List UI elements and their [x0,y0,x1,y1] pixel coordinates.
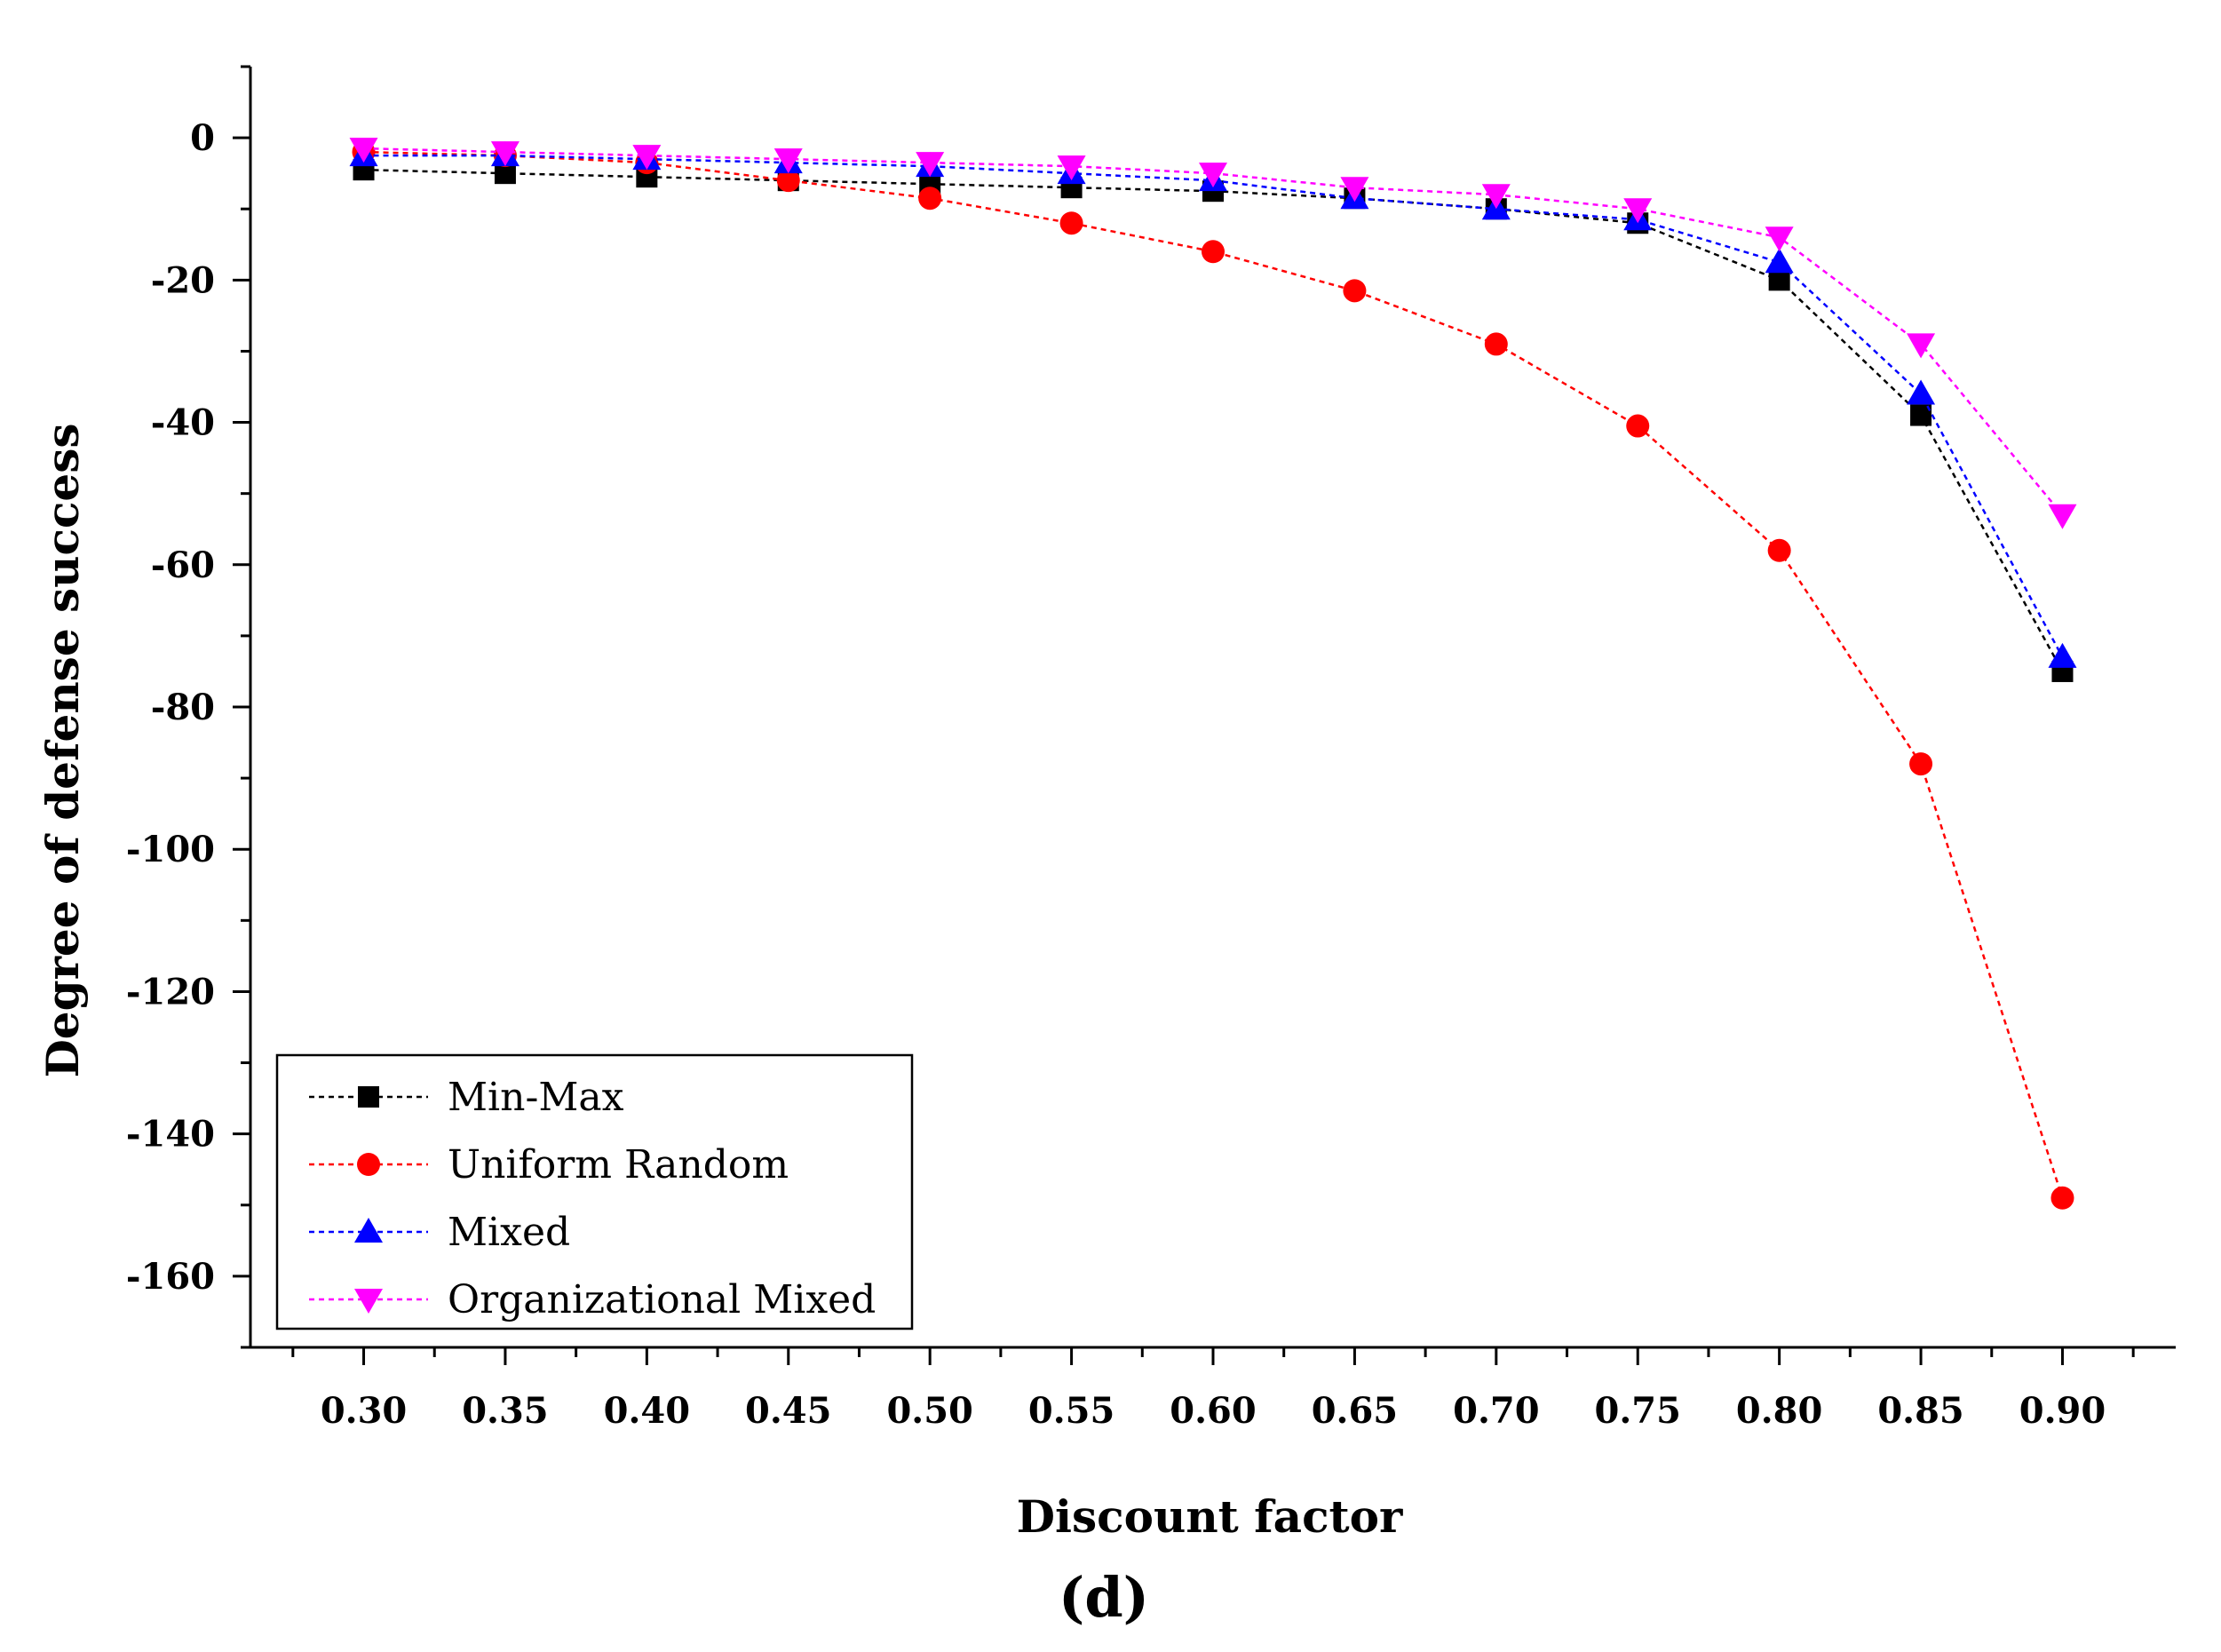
data-point-uniform-random [1484,332,1508,356]
x-tick-label: 0.40 [604,1390,690,1432]
legend-label-mixed: Mixed [448,1210,570,1255]
data-point-organizational-mixed [773,148,803,174]
y-tick-label: -40 [151,402,215,444]
x-tick-label: 0.50 [886,1390,972,1432]
legend-marker-mixed [354,1218,383,1243]
data-point-uniform-random [1059,211,1083,235]
data-point-uniform-random [2050,1186,2074,1210]
series-mixed [349,141,2077,668]
x-tick-label: 0.60 [1170,1390,1256,1432]
data-point-organizational-mixed [1481,184,1511,210]
data-point-organizational-mixed [1907,333,1936,359]
panel-label: (d) [1059,1565,1149,1630]
x-tick-label: 0.75 [1595,1390,1681,1432]
x-tick-label: 0.30 [321,1390,407,1432]
y-tick-label: 0 [190,117,215,159]
legend-marker-uniform-random [357,1153,380,1176]
legend-marker-min-max [358,1086,379,1108]
data-point-uniform-random [1343,279,1367,303]
data-point-organizational-mixed [490,141,520,167]
data-point-organizational-mixed [2048,504,2077,529]
legend: Min-Max Uniform Random Mixed Organizational… [275,1053,914,1330]
y-tick-label: -140 [126,1114,215,1156]
data-point-mixed [2048,642,2077,668]
data-point-uniform-random [1626,414,1650,438]
y-tick-label: -160 [126,1256,215,1298]
y-tick-label: -60 [151,544,215,586]
data-point-uniform-random [1909,752,1933,776]
legend-box [275,1053,914,1330]
data-point-mixed [1907,379,1936,405]
x-tick-label: 0.70 [1453,1390,1539,1432]
series-min-max [353,159,2074,682]
data-point-uniform-random [1767,538,1791,562]
series-line-organizational-mixed [363,147,2064,516]
legend-label-uniform-random: Uniform Random [448,1142,789,1187]
data-point-uniform-random [776,169,800,193]
data-point-organizational-mixed [916,152,945,178]
x-tick-label: 0.45 [745,1390,831,1432]
x-tick-label: 0.85 [1877,1390,1963,1432]
y-tick-label: -80 [151,687,215,728]
x-tick-label: 0.90 [2019,1390,2106,1432]
x-tick-label: 0.35 [462,1390,548,1432]
data-point-mixed [1765,248,1794,274]
y-tick-label: -120 [126,971,215,1013]
data-point-uniform-random [918,187,942,210]
series-layer [349,138,2077,1210]
series-line-mixed [363,154,2064,658]
data-point-organizational-mixed [1623,198,1653,224]
axes: 0 -20 -40 -60 -80 -100 -120 -140 -160 0.30 0.35 0.4… [126,65,2176,1432]
data-point-organizational-mixed [349,138,378,163]
x-tick-label: 0.65 [1312,1390,1398,1432]
y-tick-label: -20 [151,259,215,301]
x-axis-title: Discount factor [1017,1490,1403,1543]
legend-label-organizational-mixed: Organizational Mixed [448,1277,876,1322]
data-point-organizational-mixed [1199,163,1227,188]
x-tick-label: 0.80 [1736,1390,1822,1432]
legend-label-min-max: Min-Max [448,1075,624,1120]
data-point-organizational-mixed [1340,177,1369,203]
series-uniform-random [352,140,2074,1210]
data-point-uniform-random [1202,240,1225,264]
x-tick-label: 0.55 [1028,1390,1114,1432]
data-point-min-max [1768,269,1790,291]
series-organizational-mixed [349,138,2077,529]
legend-marker-organizational-mixed [354,1289,383,1314]
data-point-organizational-mixed [1765,226,1794,252]
data-point-organizational-mixed [632,145,662,171]
data-point-organizational-mixed [1057,155,1086,181]
series-line-uniform-random [363,150,2064,1199]
y-tick-label: -100 [126,829,215,870]
y-axis-title: Degree of defense success [36,423,89,1077]
